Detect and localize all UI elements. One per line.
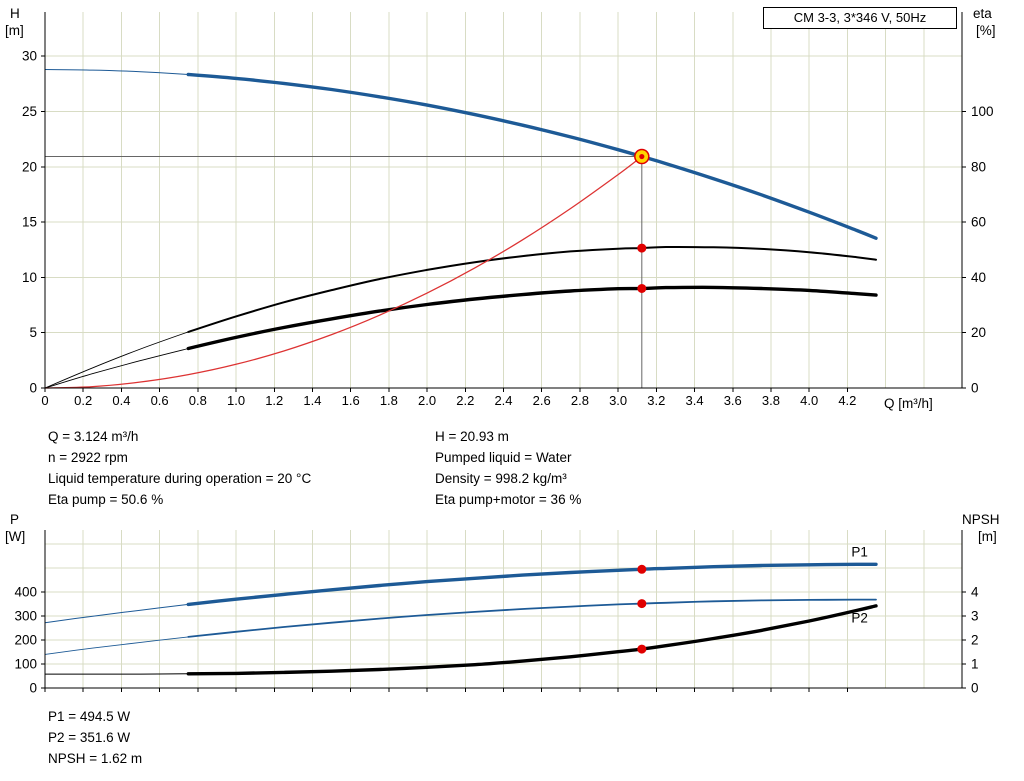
duty-info-line: Density = 998.2 kg/m³ bbox=[435, 471, 567, 486]
x-tick-label: 1.4 bbox=[303, 393, 321, 408]
x-tick-label: 4.2 bbox=[838, 393, 856, 408]
right-tick-label: 20 bbox=[971, 325, 986, 340]
left-tick-label: 100 bbox=[14, 656, 37, 671]
duty-info-line: Eta pump = 50.6 % bbox=[48, 492, 164, 507]
duty-info-line: Liquid temperature during operation = 20… bbox=[48, 471, 312, 486]
right-tick-label: 0 bbox=[971, 681, 979, 696]
duty-info-line: Pumped liquid = Water bbox=[435, 450, 572, 465]
right-tick-label: 1 bbox=[971, 656, 979, 671]
eta-pump-point bbox=[637, 243, 647, 253]
left-tick-label: 30 bbox=[22, 49, 37, 64]
x-tick-label: 1.0 bbox=[227, 393, 245, 408]
right-tick-label: 80 bbox=[971, 159, 986, 174]
eta-pump-curve-thin bbox=[44, 331, 189, 389]
power-info-line: P2 = 351.6 W bbox=[48, 730, 131, 745]
p1-curve bbox=[186, 562, 878, 607]
left-tick-label: 300 bbox=[14, 608, 37, 623]
eta-axis-unit: [%] bbox=[976, 23, 996, 38]
head-axis-title: H bbox=[10, 6, 20, 21]
x-tick-label: 0 bbox=[41, 393, 48, 408]
left-tick-label: 20 bbox=[22, 159, 37, 174]
p1-curve-thin bbox=[44, 603, 189, 624]
right-tick-label: 3 bbox=[971, 608, 979, 623]
head-curve bbox=[186, 72, 878, 240]
duty-info-right-column: H = 20.93 m Pumped liquid = Water Density … bbox=[435, 426, 581, 510]
p1-point bbox=[637, 564, 647, 574]
duty-info-left-column: Q = 3.124 m³/h n = 2922 rpm Liquid tempera… bbox=[48, 426, 311, 510]
x-tick-label: 4.0 bbox=[800, 393, 818, 408]
x-tick-label: 1.2 bbox=[265, 393, 283, 408]
npsh-curve bbox=[186, 604, 878, 676]
duty-info-line: H = 20.93 m bbox=[435, 429, 509, 444]
x-tick-label: 2.0 bbox=[418, 393, 436, 408]
power-npsh-chart-svg: 0 100 200 300 400 0 1 2 3 4 P1 P2 bbox=[14, 530, 979, 696]
x-tick-label: 3.2 bbox=[647, 393, 665, 408]
right-tick-label: 0 bbox=[971, 381, 979, 396]
duty-point-center bbox=[639, 153, 645, 160]
system-curve bbox=[44, 155, 643, 389]
pump-model-title-box: CM 3-3, 3*346 V, 50Hz bbox=[763, 7, 957, 29]
x-tick-label: 2.8 bbox=[571, 393, 589, 408]
right-tick-label: 60 bbox=[971, 215, 986, 230]
x-tick-label: 1.8 bbox=[380, 393, 398, 408]
power-axis-unit: [W] bbox=[5, 529, 26, 544]
left-tick-label: 0 bbox=[29, 381, 37, 396]
p2-curve-thin bbox=[44, 636, 189, 655]
x-tick-label: 0.6 bbox=[151, 393, 169, 408]
x-tick-label: 1.6 bbox=[342, 393, 360, 408]
head-curve-thin bbox=[44, 69, 189, 75]
p2-point bbox=[637, 599, 647, 609]
eta-pump-motor-point bbox=[637, 283, 647, 293]
duty-info-line: n = 2922 rpm bbox=[48, 450, 128, 465]
right-tick-label: 2 bbox=[971, 632, 979, 647]
left-tick-label: 400 bbox=[14, 584, 37, 599]
left-tick-label: 0 bbox=[29, 681, 37, 696]
duty-info-line: Q = 3.124 m³/h bbox=[48, 429, 139, 444]
left-tick-label: 15 bbox=[22, 215, 37, 230]
power-info-line: P1 = 494.5 W bbox=[48, 709, 131, 724]
x-tick-label: 3.6 bbox=[724, 393, 742, 408]
x-tick-label: 2.4 bbox=[494, 393, 512, 408]
x-tick-label: 3.8 bbox=[762, 393, 780, 408]
p2-curve bbox=[187, 598, 877, 638]
right-tick-label: 40 bbox=[971, 270, 986, 285]
x-tick-label: 3.4 bbox=[686, 393, 704, 408]
x-tick-label: 0.4 bbox=[112, 393, 130, 408]
right-tick-label: 4 bbox=[971, 584, 979, 599]
npsh-axis-unit: [m] bbox=[978, 529, 997, 544]
eta-pump-motor-curve-thin bbox=[44, 348, 189, 389]
x-tick-label: 3.0 bbox=[609, 393, 627, 408]
left-tick-label: 25 bbox=[22, 104, 37, 119]
power-axis-title: P bbox=[10, 512, 20, 527]
eta-axis-title: eta bbox=[973, 6, 992, 21]
right-tick-label: 100 bbox=[971, 104, 994, 119]
left-tick-label: 5 bbox=[29, 325, 37, 340]
series-label-p1: P1 bbox=[851, 544, 868, 559]
duty-info-line: Eta pump+motor = 36 % bbox=[435, 492, 582, 507]
eta-pump-curve bbox=[187, 245, 877, 333]
x-tick-label: 2.6 bbox=[533, 393, 551, 408]
x-tick-label: 0.2 bbox=[74, 393, 92, 408]
flow-axis-title: Q [m³/h] bbox=[884, 396, 933, 411]
left-tick-label: 200 bbox=[14, 632, 37, 647]
series-label-p2: P2 bbox=[851, 610, 868, 625]
npsh-point bbox=[637, 644, 647, 654]
left-tick-label: 10 bbox=[22, 270, 37, 285]
power-info-line: NPSH = 1.62 m bbox=[48, 751, 143, 766]
x-tick-label: 0.8 bbox=[189, 393, 207, 408]
npsh-axis-title: NPSH bbox=[962, 512, 1000, 527]
hq-eta-chart-svg: 0 0.2 0.4 0.6 0.8 1.0 1.2 1.4 1.6 1.8 2.0 2.2 2.4 2.6… bbox=[22, 12, 994, 408]
x-tick-label: 2.2 bbox=[456, 393, 474, 408]
eta-pump-motor-curve bbox=[186, 285, 878, 351]
head-axis-unit: [m] bbox=[5, 23, 24, 38]
power-npsh-info-column: P1 = 494.5 W P2 = 351.6 W NPSH = 1.62 m bbox=[48, 706, 142, 769]
